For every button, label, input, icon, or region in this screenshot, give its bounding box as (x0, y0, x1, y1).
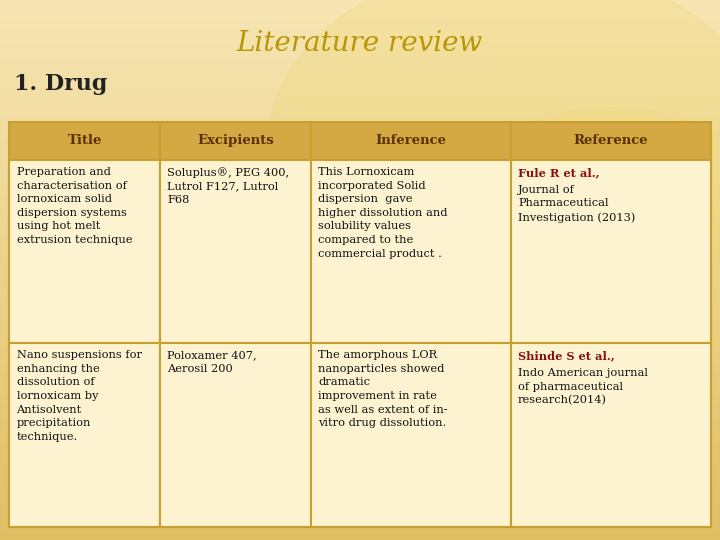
Bar (160, 343, 311, 526)
Bar (9, 343, 160, 526)
Text: Journal of
Pharmaceutical
Investigation (2013): Journal of Pharmaceutical Investigation … (518, 185, 635, 222)
Circle shape (432, 108, 720, 378)
Bar (9, 122, 160, 160)
Circle shape (266, 0, 720, 340)
Bar (311, 122, 510, 160)
Text: Poloxamer 407,
Aerosil 200: Poloxamer 407, Aerosil 200 (167, 350, 257, 374)
Text: This Lornoxicam
incorporated Solid
dispersion  gave
higher dissolution and
solub: This Lornoxicam incorporated Solid dispe… (318, 167, 448, 259)
Text: Inference: Inference (375, 134, 446, 147)
Text: 1. Drug: 1. Drug (14, 73, 108, 95)
Text: Excipients: Excipients (197, 134, 274, 147)
Bar (510, 160, 711, 343)
Bar (510, 122, 711, 160)
Bar (9, 160, 160, 343)
Text: Literature review: Literature review (237, 30, 483, 57)
Text: Preparation and
characterisation of
lornoxicam solid
dispersion systems
using ho: Preparation and characterisation of lorn… (17, 167, 132, 245)
Bar (311, 160, 510, 343)
Text: Soluplus®, PEG 400,
Lutrol F127, Lutrol
F68: Soluplus®, PEG 400, Lutrol F127, Lutrol … (167, 167, 289, 205)
Text: Indo American journal
of pharmaceutical
research(2014): Indo American journal of pharmaceutical … (518, 368, 648, 406)
Bar (160, 160, 311, 343)
Bar (311, 343, 510, 526)
Text: The amorphous LOR
nanoparticles showed
dramatic
improvement in rate
as well as e: The amorphous LOR nanoparticles showed d… (318, 350, 448, 428)
Text: Nano suspensions for
enhancing the
dissolution of
lornoxicam by
Antisolvent
prec: Nano suspensions for enhancing the disso… (17, 350, 142, 442)
Text: Reference: Reference (573, 134, 648, 147)
Text: Fule R et al.,: Fule R et al., (518, 167, 600, 178)
Text: Shinde S et al.,: Shinde S et al., (518, 350, 615, 361)
Bar (510, 343, 711, 526)
Bar (160, 122, 311, 160)
Text: Title: Title (68, 134, 102, 147)
